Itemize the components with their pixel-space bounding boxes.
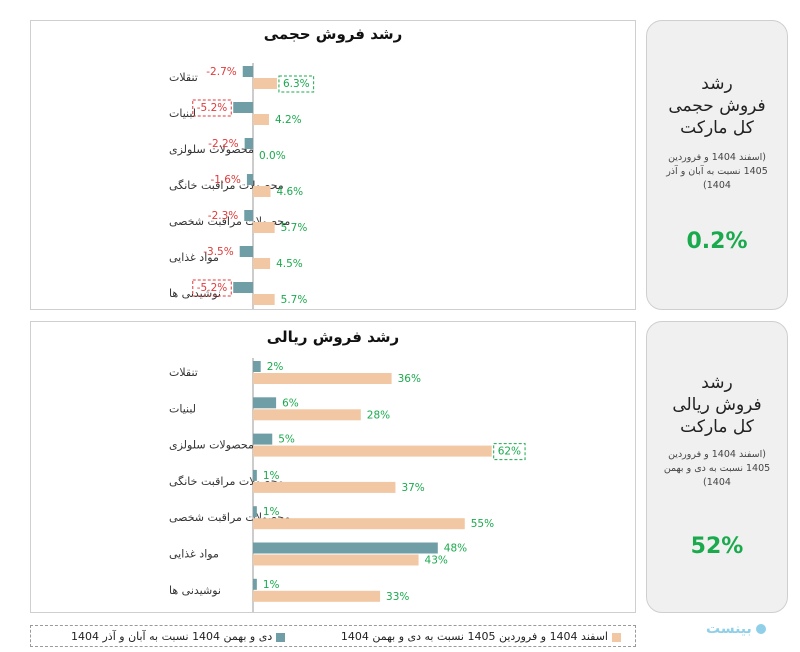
legend-swatch-prev	[276, 632, 286, 642]
data-label: 55%	[471, 518, 494, 530]
data-label: 36%	[398, 373, 421, 385]
bar-prev	[244, 210, 253, 221]
legend-swatch-curr	[612, 632, 621, 642]
bar-curr	[253, 481, 396, 493]
category-label: نوشیدنی ها	[169, 584, 221, 597]
bar-prev	[246, 174, 253, 185]
data-label: -3.5%	[203, 246, 233, 258]
bar-curr	[253, 590, 381, 602]
bar-prev	[253, 469, 257, 481]
legend-label-prev: دی و بهمن 1404 نسبت به آبان و آذر 1404	[71, 630, 273, 643]
data-label: 43%	[425, 555, 448, 567]
volume-card-subtitle: (اسفند 1404 و فروردین 1405 نسبت به آبان …	[666, 152, 768, 191]
legend-label-curr: اسفند 1404 و فروردین 1405 نسبت به دی و ب…	[340, 630, 608, 643]
volume-card-value: 0.2%	[686, 229, 748, 254]
volume-card-title-2: فروش حجمی	[668, 96, 766, 116]
highlight-box	[192, 99, 232, 117]
rial-chart: تنقلات 2% 36% لبنیات 6% 28% محصولات سلولزی 5% 62…	[169, 358, 526, 612]
data-label: 5.7%	[281, 294, 308, 306]
category-label: مواد غذایی	[169, 548, 219, 561]
data-label: -5.2%	[197, 102, 227, 114]
bar-curr	[253, 373, 392, 384]
volume-card-title-1: رشد	[701, 74, 733, 94]
bar-prev	[233, 282, 253, 293]
bar-curr	[253, 445, 492, 457]
data-label: 4.6%	[276, 186, 303, 198]
category-label: لبنیات	[169, 402, 196, 415]
rial-card-title-3: کل مارکت	[680, 417, 754, 437]
category-label: مواد غذایی	[169, 251, 219, 264]
highlight-box	[493, 443, 526, 461]
data-label: 1%	[263, 579, 280, 591]
data-label: 4.2%	[275, 114, 302, 126]
highlight-box	[192, 279, 232, 297]
category-label: تنقلات	[169, 366, 198, 379]
rial-card-title-2: فروش ریالی	[672, 395, 762, 415]
category-label: لبنیات	[169, 107, 196, 120]
data-label: -5.2%	[197, 282, 227, 294]
data-label: 37%	[401, 482, 424, 494]
bar-prev	[253, 578, 257, 590]
rial-chart-panel: رشد فروش ریالی تنقلات 2% 36% لبنیات 6% 28% محص…	[30, 321, 636, 613]
volume-chart: تنقلات -2.7%6.3%لبنیات -5.2%4.2%محصولات سل…	[169, 63, 315, 309]
legend-item-prev: دی و بهمن 1404 نسبت به آبان و آذر 1404	[71, 630, 286, 643]
data-label: 5%	[278, 434, 295, 446]
bar-prev	[253, 397, 277, 409]
rial-card-subtitle: (اسفند 1404 و فروردین 1405 نسبت به دی و …	[663, 449, 771, 488]
data-label: 6%	[282, 397, 299, 409]
bar-curr	[253, 78, 277, 89]
category-label: محصولات سلولزی	[169, 143, 254, 156]
data-label: 62%	[498, 446, 521, 458]
category-label: تنقلات	[169, 71, 198, 84]
highlight-box	[278, 75, 315, 93]
data-label: 33%	[386, 591, 409, 603]
data-label: -2.2%	[208, 138, 238, 150]
bar-curr	[253, 258, 271, 269]
data-label: 0.0%	[259, 150, 286, 162]
category-label: محصولات سلولزی	[169, 439, 254, 452]
bar-curr	[253, 294, 275, 305]
bar-curr	[253, 114, 269, 125]
data-label: 1%	[263, 470, 280, 482]
category-label: نوشیدنی ها	[169, 287, 221, 300]
volume-card-title-3: کل مارکت	[680, 118, 754, 138]
bar-curr	[253, 222, 275, 233]
rial-card-value: 52%	[690, 534, 744, 559]
bar-prev	[233, 102, 253, 113]
data-label: 4.5%	[276, 258, 303, 270]
logo-text: بینست	[706, 621, 752, 637]
volume-summary-card: رشد فروش حجمی کل مارکت (اسفند 1404 و فرو…	[646, 20, 788, 310]
bar-curr	[253, 554, 419, 566]
data-label: -2.7%	[206, 66, 236, 78]
data-label: 1%	[263, 506, 280, 518]
rial-card-title-1: رشد	[701, 373, 733, 393]
data-label: 6.3%	[283, 78, 310, 90]
data-label: 48%	[444, 543, 467, 555]
bar-curr	[253, 186, 271, 197]
data-label: 5.7%	[281, 222, 308, 234]
data-label: 2%	[267, 361, 284, 373]
legend-item-curr: اسفند 1404 و فروردین 1405 نسبت به دی و ب…	[341, 630, 621, 643]
bar-prev	[239, 246, 253, 257]
logo-mark-icon	[755, 624, 766, 634]
data-label: -1.6%	[210, 174, 240, 186]
bar-curr	[253, 518, 465, 530]
bar-prev	[253, 361, 261, 372]
bar-prev	[253, 542, 438, 554]
legend: اسفند 1404 و فروردین 1405 نسبت به دی و ب…	[30, 625, 636, 647]
bar-prev	[242, 66, 253, 77]
bar-prev	[253, 506, 257, 518]
rial-chart-title: رشد فروش ریالی	[266, 328, 400, 346]
volume-chart-panel: رشد فروش حجمی تنقلات -2.7% 6.3% لبنیات -5.2%…	[30, 20, 636, 310]
bar-prev	[253, 433, 273, 445]
data-label: 28%	[367, 409, 390, 421]
bar-prev	[244, 138, 253, 149]
data-label: -2.3%	[208, 210, 238, 222]
bar-curr	[253, 409, 361, 421]
brand-logo: بینست	[706, 621, 766, 637]
rial-summary-card: رشد فروش ریالی کل مارکت (اسفند 1404 و فر…	[646, 321, 788, 613]
volume-chart-title: رشد فروش حجمی	[263, 25, 403, 43]
